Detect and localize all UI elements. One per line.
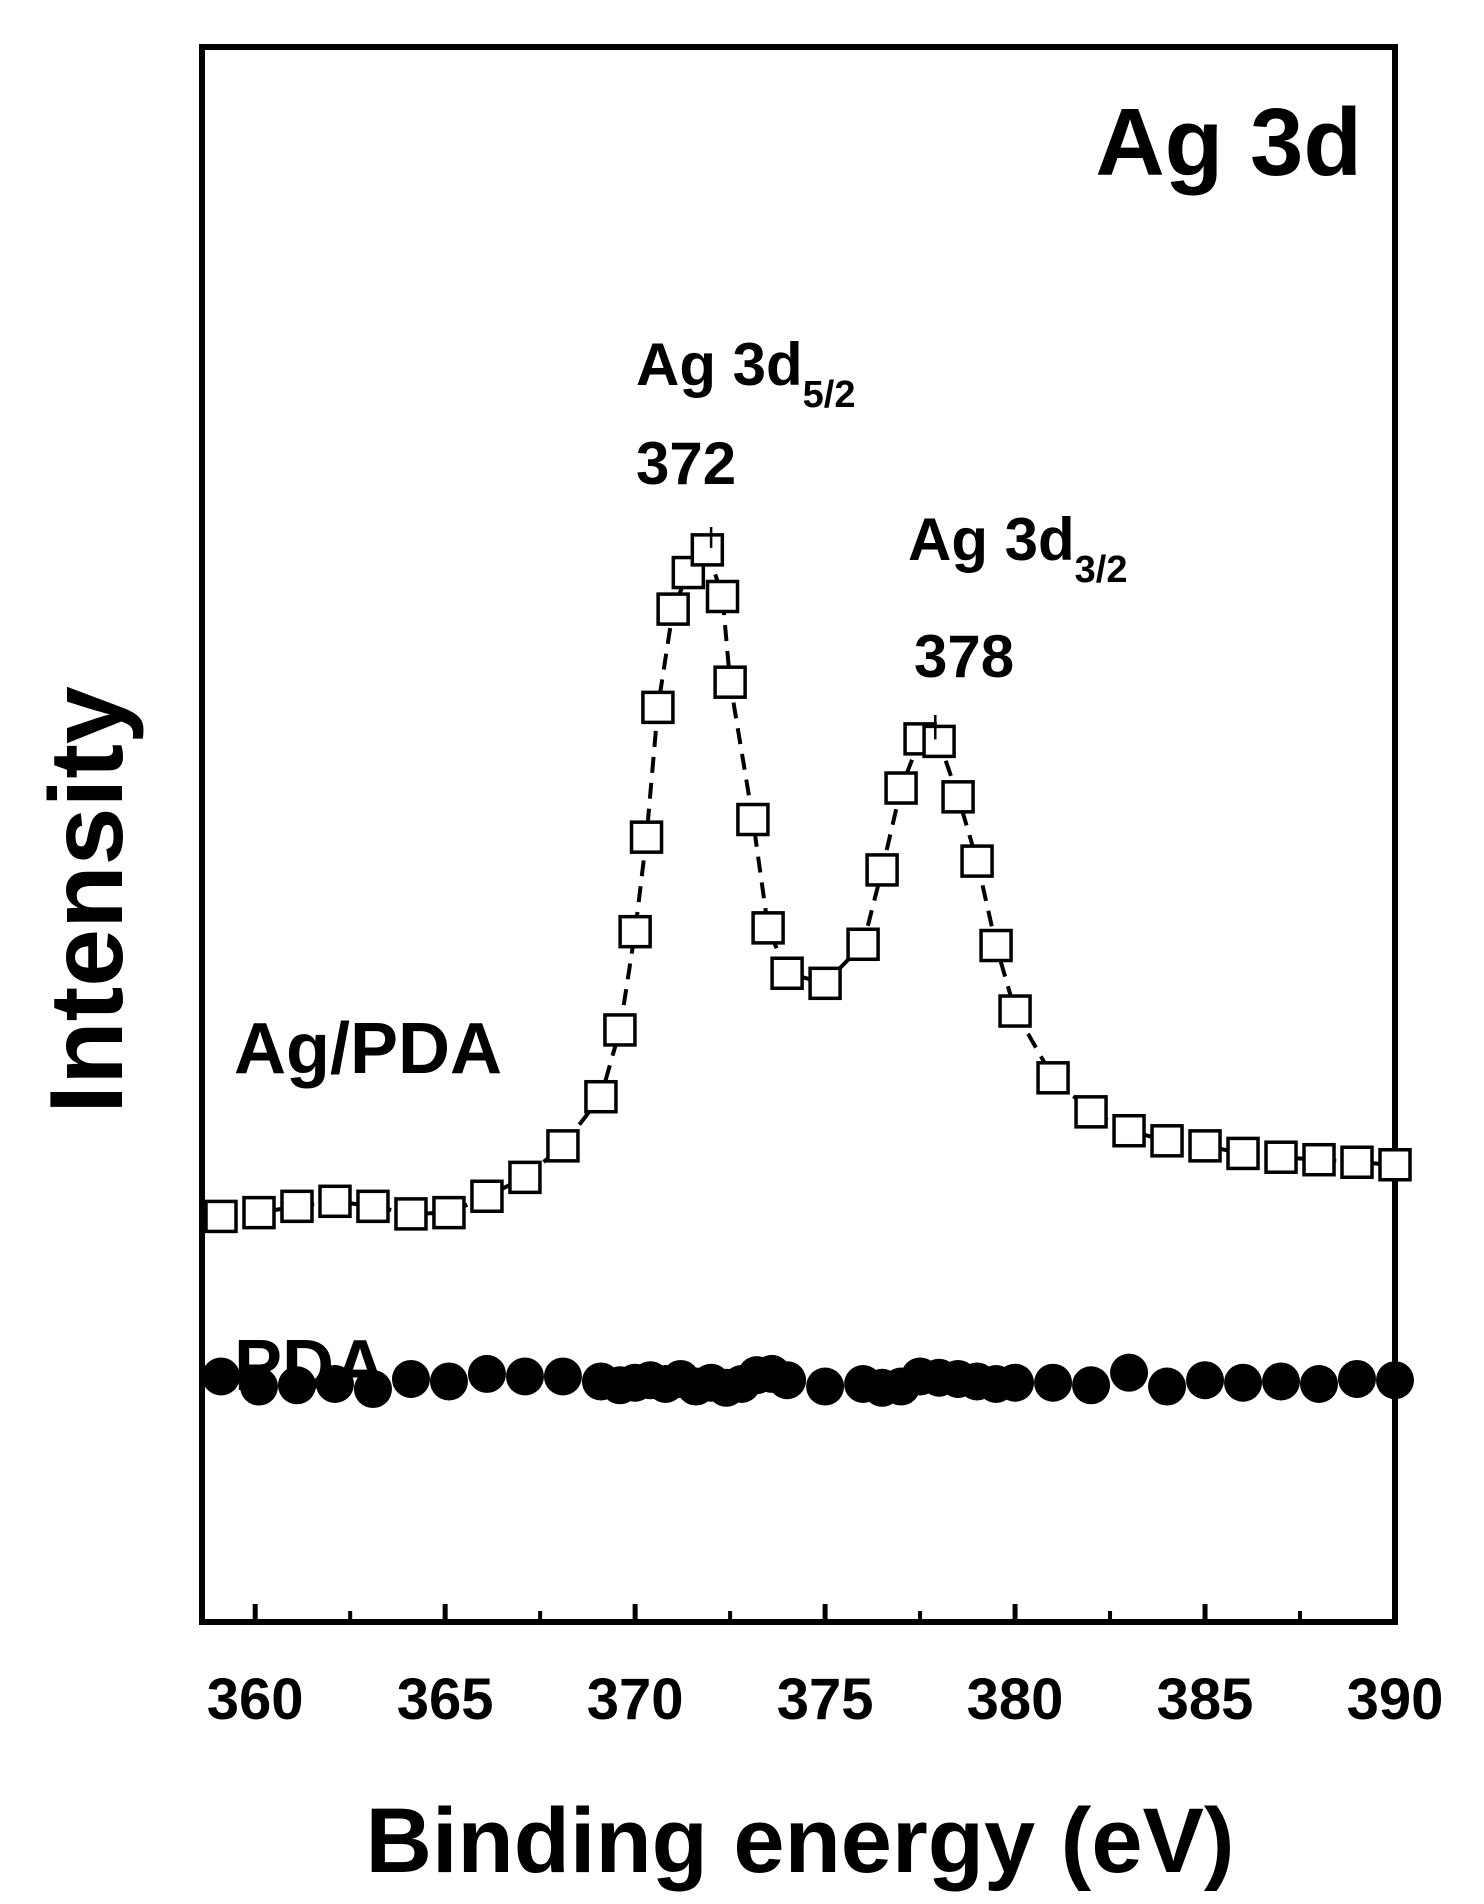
plot-frame [199,44,1398,1625]
ag-pda-point [941,780,975,814]
ag-pda-point [1036,1061,1070,1095]
ag-pda-point [1302,1142,1336,1177]
pda-point [429,1362,468,1401]
ag-pda-point [584,1079,618,1114]
x-axis-title: Binding energy (eV) [366,1790,1235,1892]
ag-pda-point [508,1160,542,1195]
peak-label-3d32-main: Ag 3d [908,506,1075,573]
pda-point [201,1357,240,1396]
ag-pda-point [280,1189,314,1224]
series-ag-pda [204,533,1412,1234]
ag-pda-point [1188,1129,1222,1163]
ag-pda-point [865,853,899,887]
pda-point [1034,1363,1073,1402]
pda-point [1262,1362,1301,1401]
pda-point [505,1357,544,1396]
ag-pda-point [1264,1140,1298,1174]
pda-point [768,1361,807,1400]
ag-pda-point [808,966,842,1001]
pda-point [353,1370,392,1409]
pda-point [1376,1361,1414,1400]
peak-label-3d32: Ag 3d3/2 [908,506,1128,591]
ag-pda-point [846,927,880,962]
pda-point [391,1359,430,1398]
pda-point [467,1354,506,1393]
series-pda [201,1353,1414,1409]
pda-point [1224,1363,1263,1402]
ag-pda-point [470,1179,504,1214]
peak-label-3d52-sub: 5/2 [803,374,856,416]
peak-leader-lines [709,527,937,740]
peak-value-372: 372 [636,430,736,497]
ag-pda-point [242,1195,276,1230]
peak-label-3d52: Ag 3d5/2 [636,331,856,416]
pda-point [315,1365,354,1403]
x-tick-label: 365 [397,1667,494,1732]
ag-pda-point [960,844,994,878]
pda-point [1300,1365,1339,1403]
pda-point [1186,1361,1225,1400]
pda-point [1072,1366,1111,1405]
x-tick-label: 390 [1347,1667,1444,1732]
ag-pda-point [1378,1148,1412,1182]
pda-point [543,1357,582,1396]
ag-pda-point [1226,1136,1260,1171]
ag-pda-point [690,533,725,567]
ag-pda-point [751,911,785,945]
ag-pda-point [204,1199,238,1234]
ag-pda-point [922,724,956,759]
peak-value-378: 378 [914,623,1014,690]
pda-point [1338,1359,1377,1398]
ag-pda-point [1074,1095,1108,1129]
ag-pda-point [705,579,740,614]
ag-pda-connector-line [220,545,1396,1219]
pda-point [277,1366,316,1405]
pda-point [996,1363,1035,1402]
chart-title: Ag 3d [1095,89,1362,196]
pda-point [1110,1353,1149,1392]
pda-point [806,1367,845,1406]
ag-pda-point [394,1197,428,1231]
x-axis-ticks [252,1604,1398,1622]
ag-pda-point [713,665,747,699]
peak-label-3d32-sub: 3/2 [1075,549,1128,591]
series-label-pda: PDA [234,1326,386,1406]
pda-point [239,1367,278,1406]
ag-pda-point [618,914,652,949]
ag-pda-point [629,820,664,854]
series-label-ag-pda: Ag/PDA [234,1009,502,1089]
series-ag-pda-connector [220,545,1396,1219]
ag-pda-point [641,690,675,725]
x-tick-label: 380 [967,1667,1064,1732]
ag-pda-point [998,994,1032,1028]
ag-pda-point [318,1184,352,1219]
ag-pda-point [432,1195,466,1230]
ag-pda-point [736,802,770,837]
ag-pda-point [1340,1145,1374,1179]
pda-point [1148,1367,1187,1406]
peak-label-3d52-main: Ag 3d [636,331,803,398]
ag-pda-point [656,592,690,626]
ag-pda-point [1112,1113,1146,1148]
ag-pda-point [603,1013,637,1047]
ag-pda-point [884,771,918,805]
ag-pda-point [546,1129,580,1163]
ag-pda-point [356,1189,390,1224]
x-axis-tick-labels: 360 365 370 375 380 385 390 [207,1667,1444,1732]
y-axis-title: Intensity [29,686,145,1114]
x-tick-label: 370 [587,1667,684,1732]
ag-pda-point [979,928,1013,963]
x-tick-label: 385 [1157,1667,1254,1732]
x-tick-label: 360 [207,1667,304,1732]
ag-pda-point [770,956,804,990]
x-tick-label: 375 [777,1667,874,1732]
ag-pda-point [1150,1124,1184,1158]
